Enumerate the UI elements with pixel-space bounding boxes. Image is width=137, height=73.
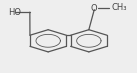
Text: O: O — [91, 4, 98, 13]
Text: HO: HO — [8, 8, 21, 17]
Text: CH₃: CH₃ — [111, 3, 127, 12]
